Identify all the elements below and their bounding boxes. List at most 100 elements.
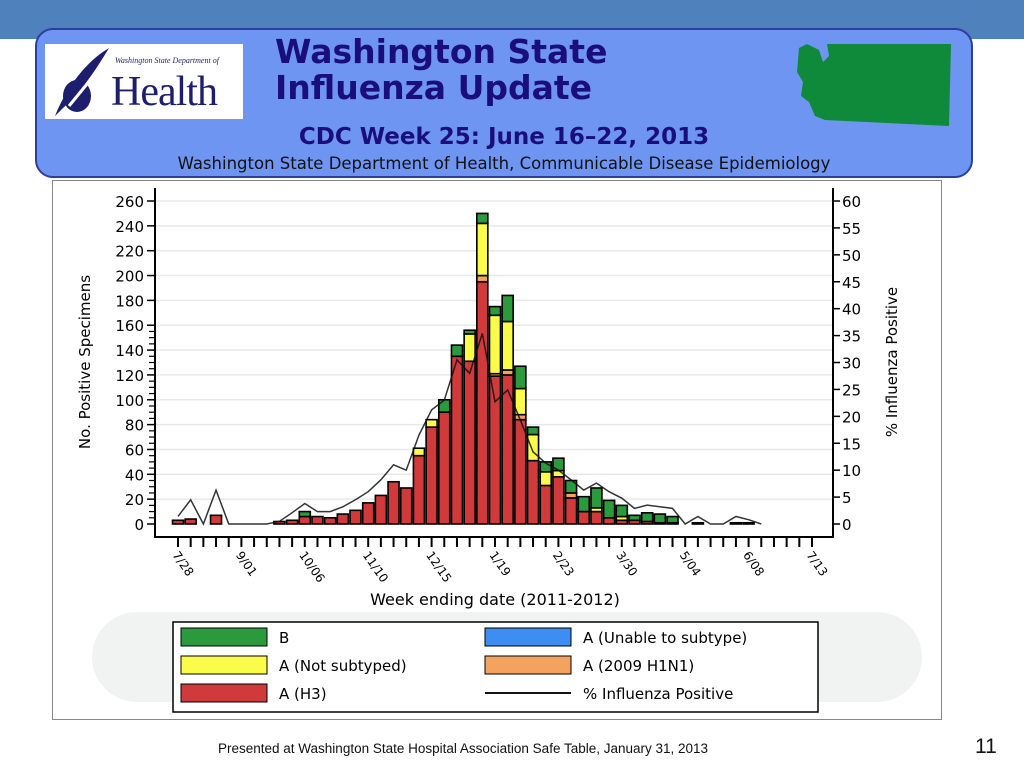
bar-b: [590, 487, 603, 509]
bar-stack-1/19: [488, 305, 502, 525]
feather-logo-icon: [55, 48, 109, 116]
legend-swatch: [484, 655, 572, 675]
bar-stack-3/23: [602, 499, 616, 525]
bar-a-h3-: [729, 521, 743, 525]
legend: B A (Unable to subtype) A (Not subtyped) A …: [172, 621, 819, 713]
logo-health-text: Health: [111, 69, 218, 115]
y2-tick-label: 25: [842, 381, 861, 399]
bar-stack-12/08: [412, 447, 426, 525]
legend-swatch: [180, 683, 268, 703]
bar-stack-6/08: [742, 521, 755, 525]
y-tick-label: 60: [125, 441, 144, 459]
banner-title-line1: Washington State: [275, 32, 608, 71]
bar-a-h3-: [336, 513, 350, 525]
y2-tick-label: 30: [842, 355, 861, 373]
bar-b: [298, 510, 312, 518]
bar-stack-2/09: [526, 426, 540, 525]
bar-stack-2/16: [539, 461, 553, 525]
bar-stack-9/29: [285, 519, 299, 525]
bar-b: [615, 504, 629, 518]
bar-a-h3-: [323, 516, 337, 525]
bar-a-not-subtyped-: [412, 447, 426, 457]
bar-b: [577, 495, 591, 513]
bar-a-h3-: [184, 518, 197, 525]
bar-stack-4/20: [653, 513, 667, 525]
x-axis-label: Week ending date (2011-2012): [370, 590, 620, 609]
gridlines: [155, 200, 833, 500]
bar-a-h3-: [374, 494, 388, 525]
bar-a-h3-: [285, 519, 299, 525]
bar-a-h3-: [450, 355, 464, 525]
y-tick-label: 20: [125, 491, 144, 509]
x-tick-label: 5/04: [677, 549, 704, 579]
bar-b: [666, 515, 679, 524]
bar-a-h3-: [564, 497, 578, 525]
bar-stack-2/02: [514, 365, 527, 525]
y-tick-label: 220: [115, 243, 144, 261]
legend-swatch: [180, 655, 268, 675]
bar-b: [437, 398, 451, 413]
bar-stack-3/16: [590, 487, 603, 525]
y2-tick-label: 15: [842, 435, 861, 453]
y2-tick-label: 45: [842, 274, 861, 292]
bar-stack-5/11: [691, 521, 705, 525]
y-tick-label: 240: [115, 218, 144, 236]
x-tick-label: 6/08: [740, 549, 767, 579]
bar-a-not-subtyped-: [539, 471, 553, 487]
bar-stack-3/30: [615, 504, 629, 525]
bar-a-not-subtyped-: [463, 333, 476, 363]
bar-a-h3-: [590, 510, 603, 525]
legend-label: A (Unable to subtype): [583, 629, 747, 647]
bar-stack-10/27: [336, 513, 350, 525]
bar-b: [514, 365, 527, 390]
bar-a-not-subtyped-: [501, 320, 514, 371]
bar-stack-1/26: [501, 294, 514, 525]
bar-stack-12/22: [437, 398, 451, 525]
bar-a-h3-: [298, 515, 312, 525]
y-tick-label: 200: [115, 268, 144, 286]
bar-a-h3-: [399, 487, 413, 525]
bar-a-h3-: [552, 475, 565, 525]
cdc-week-heading: CDC Week 25: June 16–22, 2013: [298, 124, 710, 150]
bar-a-h3-: [209, 514, 223, 525]
y2-axis-label: % Influenza Positive: [883, 287, 901, 437]
bar-b: [526, 426, 540, 436]
bar-stack-12/01: [399, 487, 413, 525]
bar-a-not-subtyped-: [526, 433, 540, 462]
y2-tick-label: 40: [842, 301, 861, 319]
bar-a-h3-: [742, 521, 755, 525]
bar-b: [488, 305, 502, 317]
washington-state-map-icon: [797, 44, 951, 126]
y2-tick-label: 35: [842, 328, 861, 346]
banner-subtitle: Washington State Department of Health, C…: [177, 154, 831, 173]
y-tick-label: 0: [134, 516, 144, 534]
bar-a-h3-: [463, 360, 476, 525]
bar-stack-10/13: [311, 515, 324, 525]
bar-stack-11/24: [387, 480, 400, 525]
bar-stack-11/17: [374, 494, 388, 525]
y2-tick-label: 0: [842, 516, 852, 534]
y2-tick-label: 5: [842, 489, 852, 507]
bar-stack-6/01: [729, 521, 743, 525]
bar-stack-7/28: [171, 519, 185, 525]
y-tick-label: 260: [115, 193, 144, 211]
bar-b: [501, 294, 514, 323]
bar-stack-4/06: [628, 514, 641, 525]
bar-a-h3-: [577, 510, 591, 525]
y-tick-label: 120: [115, 367, 144, 385]
y-tick-label: 100: [115, 392, 144, 410]
bar-stack-11/03: [349, 509, 362, 525]
x-tick-label: 10/06: [296, 549, 327, 585]
bar-a-h3-: [526, 459, 540, 525]
bar-stack-8/04: [184, 518, 197, 525]
x-tick-label: 7/13: [804, 549, 831, 579]
bar-a-h3-: [412, 454, 426, 525]
bar-a-h3-: [361, 502, 375, 525]
bar-stack-8/18: [209, 514, 223, 525]
bar-b: [476, 212, 489, 225]
bar-stack-1/12: [476, 212, 489, 525]
y2-tick-label: 20: [842, 408, 861, 426]
bars: [171, 212, 755, 525]
y2-tick-label: 50: [842, 247, 861, 265]
bar-a-h3-: [387, 480, 400, 525]
